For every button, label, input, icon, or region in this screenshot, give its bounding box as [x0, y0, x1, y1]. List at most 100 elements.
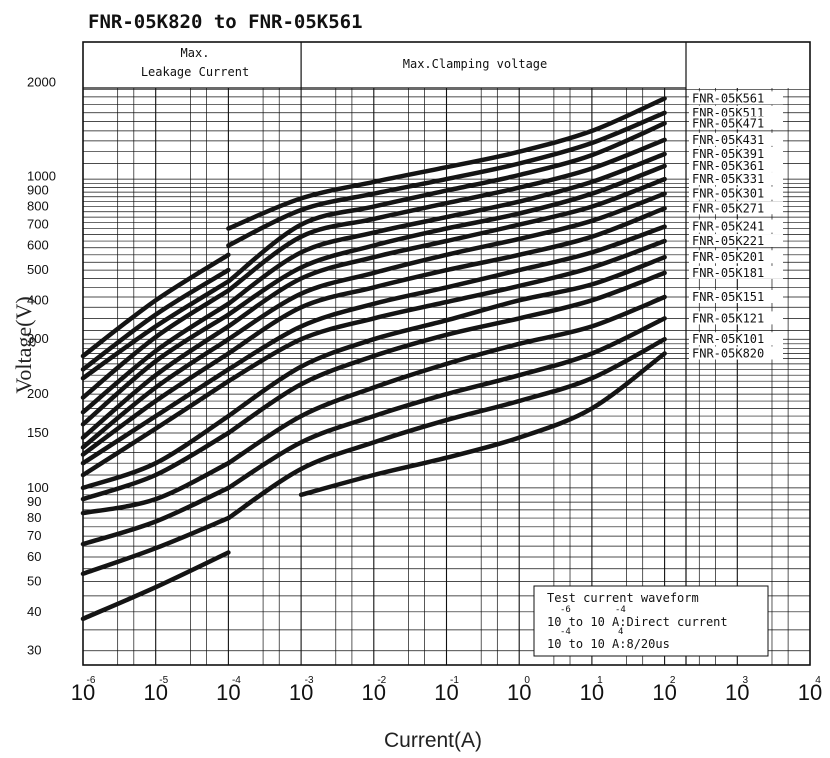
x-tick-exponent: 2 — [670, 675, 676, 686]
curve-label: FNR-05K201 — [692, 250, 764, 264]
curve-label-bg — [689, 172, 783, 186]
leakage-curve — [80, 430, 231, 502]
curve-label-bg — [689, 146, 783, 160]
x-tick-label: 10 — [216, 680, 240, 705]
leakage-curve — [80, 301, 231, 415]
curve-label: FNR-05K511 — [692, 106, 764, 120]
y-tick-label: 150 — [27, 425, 49, 440]
x-tick-labels: 10-6 10-5 10-4 10-3 10-2 10-1 100 101 102 103 104 — [71, 675, 822, 705]
curve-label-bg — [689, 105, 783, 119]
y-tick-label: 300 — [27, 331, 49, 346]
leakage-curve — [80, 288, 231, 400]
leakage-curve — [80, 351, 231, 457]
leakage-curve — [80, 312, 231, 427]
leakage-curve — [80, 550, 231, 622]
y-tick-label: 900 — [27, 183, 49, 198]
leakage-curve — [80, 460, 231, 516]
curve-label-bg — [689, 158, 783, 172]
y-tick-label: 30 — [27, 643, 41, 658]
leakage-curve — [80, 279, 231, 381]
x-tick-label: 10 — [580, 680, 604, 705]
curve-label: FNR-05K121 — [692, 311, 764, 325]
leakage-curve — [80, 515, 231, 577]
curve-label: FNR-05K241 — [692, 220, 764, 234]
curve-label: FNR-05K561 — [692, 91, 764, 105]
leakage-region-label-line2: Leakage Current — [141, 65, 249, 79]
note-line-2: 10 to 10 A:Direct current — [547, 615, 728, 629]
x-tick-exponent: 1 — [597, 675, 603, 686]
x-tick-label: 10 — [143, 680, 167, 705]
clamping-curve — [226, 316, 667, 491]
x-tick-label: 10 — [434, 680, 458, 705]
clamping-curve — [298, 351, 667, 498]
curve-label: FNR-05K181 — [692, 266, 764, 280]
x-tick-label: 10 — [725, 680, 749, 705]
x-tick-label: 10 — [289, 680, 313, 705]
x-tick-exponent: 3 — [743, 675, 749, 686]
y-tick-label: 80 — [27, 510, 41, 525]
clamping-curve — [226, 151, 667, 307]
x-tick-exponent: 0 — [524, 675, 530, 686]
x-tick-label: 10 — [362, 680, 386, 705]
leakage-curve — [80, 324, 231, 440]
curve-label-bg — [689, 332, 783, 346]
clamping-curve — [226, 96, 667, 231]
y-tick-label: 400 — [27, 292, 49, 307]
curve-label: FNR-05K431 — [692, 133, 764, 147]
note-line-3-exp-a: -4 — [560, 627, 571, 637]
x-tick-exponent: -4 — [232, 675, 241, 686]
clamping-curve — [226, 137, 667, 293]
x-tick-exponent: -6 — [87, 675, 96, 686]
leakage-region-label-line1: Max. — [181, 46, 210, 60]
curve-label: FNR-05K301 — [692, 187, 764, 201]
leakage-curve — [80, 336, 231, 450]
y-tick-label: 50 — [27, 574, 41, 589]
curve-label: FNR-05K101 — [692, 332, 764, 346]
y-tick-label: 500 — [27, 262, 49, 277]
series-curves — [80, 96, 667, 622]
curve-label-bg — [689, 116, 783, 130]
note-line-2-exp-a: -6 — [560, 605, 571, 615]
y-tick-label: 800 — [27, 199, 49, 214]
note-box — [533, 585, 769, 657]
curve-label: FNR-05K151 — [692, 290, 764, 304]
chart-title: FNR-05K820 to FNR-05K561 — [88, 11, 363, 33]
y-tick-label: 90 — [27, 494, 41, 509]
region-header: Max. Leakage Current Max.Clamping voltag… — [141, 46, 547, 79]
curve-label-bg — [689, 201, 783, 215]
clamping-curve — [226, 224, 667, 372]
y-tick-label: 600 — [27, 237, 49, 252]
curve-label-bg — [689, 219, 783, 233]
clamping-curve — [226, 163, 667, 317]
note-line-2-exp-b: -4 — [615, 605, 626, 615]
clamping-curve — [226, 254, 667, 419]
curve-label: FNR-05K361 — [692, 159, 764, 173]
curve-label: FNR-05K221 — [692, 234, 764, 248]
y-tick-label: 70 — [27, 528, 41, 543]
x-tick-exponent: -2 — [377, 675, 386, 686]
curve-label-bg — [689, 91, 783, 105]
leakage-curve — [80, 485, 231, 547]
y-tick-label: 200 — [27, 386, 49, 401]
curve-label: FNR-05K271 — [692, 201, 764, 215]
note-line-3-exp-b: 4 — [618, 627, 623, 637]
clamping-curve — [226, 294, 667, 466]
clamping-curve — [226, 336, 667, 521]
curve-label-bg — [689, 265, 783, 279]
x-tick-exponent: -1 — [450, 675, 459, 686]
curve-label: FNR-05K471 — [692, 116, 764, 130]
curve-label: FNR-05K331 — [692, 172, 764, 186]
curve-label-bg — [689, 132, 783, 146]
curve-label-bg — [689, 234, 783, 248]
test-waveform-note: Test current waveform 10 to 10 A:Direct … — [533, 585, 769, 657]
curve-label: FNR-05K820 — [692, 347, 764, 361]
leakage-curve — [80, 267, 231, 372]
y-tick-label: 60 — [27, 549, 41, 564]
x-tick-label: 10 — [652, 680, 676, 705]
leakage-curve — [80, 413, 231, 491]
y-tick-label: 2000 — [27, 75, 56, 90]
clamping-region-label: Max.Clamping voltage — [403, 57, 548, 71]
curve-label-bg — [689, 311, 783, 325]
